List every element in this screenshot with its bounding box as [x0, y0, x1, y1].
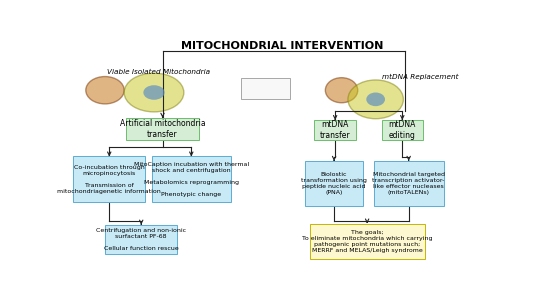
FancyBboxPatch shape [314, 120, 356, 140]
Ellipse shape [124, 73, 184, 112]
FancyBboxPatch shape [73, 156, 146, 202]
Ellipse shape [86, 77, 124, 104]
Text: MITOCHONDRIAL INTERVENTION: MITOCHONDRIAL INTERVENTION [181, 41, 383, 51]
Text: Mitochondrial targeted
transcription activator-
like effector nucleases
(mitoTAL: Mitochondrial targeted transcription act… [372, 172, 445, 195]
Text: mtDNA
editing: mtDNA editing [389, 120, 416, 140]
FancyBboxPatch shape [382, 120, 422, 140]
Text: MitoCaption incubation with thermal
shock and centrifugation

Metabolomics repro: MitoCaption incubation with thermal shoc… [134, 162, 249, 197]
FancyBboxPatch shape [373, 161, 444, 207]
FancyBboxPatch shape [305, 161, 363, 207]
Ellipse shape [326, 78, 358, 103]
Text: mtDNA
transfer: mtDNA transfer [320, 120, 350, 140]
Text: Viable Isolated Mitochondria: Viable Isolated Mitochondria [107, 69, 210, 75]
FancyBboxPatch shape [105, 225, 178, 254]
Text: Co-incubation through
micropinocytosis

Transmission of
mitochondriagenetic info: Co-incubation through micropinocytosis T… [57, 165, 161, 194]
FancyBboxPatch shape [126, 118, 199, 140]
Ellipse shape [348, 80, 403, 119]
FancyBboxPatch shape [241, 78, 290, 99]
Ellipse shape [144, 85, 164, 100]
Text: The goals;
To eliminate mitochondria which carrying
pathogenic point mutations s: The goals; To eliminate mitochondria whi… [302, 230, 432, 253]
Ellipse shape [366, 92, 385, 106]
FancyBboxPatch shape [310, 223, 425, 259]
Text: mtDNA Replacement: mtDNA Replacement [382, 73, 459, 80]
Text: Centrifugation and non-ionic
surfactant PF-68

Cellular function rescue: Centrifugation and non-ionic surfactant … [96, 228, 186, 251]
FancyBboxPatch shape [152, 156, 231, 202]
Text: Artificial mitochondria
transfer: Artificial mitochondria transfer [120, 119, 205, 139]
Text: Biolostic
transformation using
peptide nucleic acid
(PNA): Biolostic transformation using peptide n… [301, 172, 367, 195]
